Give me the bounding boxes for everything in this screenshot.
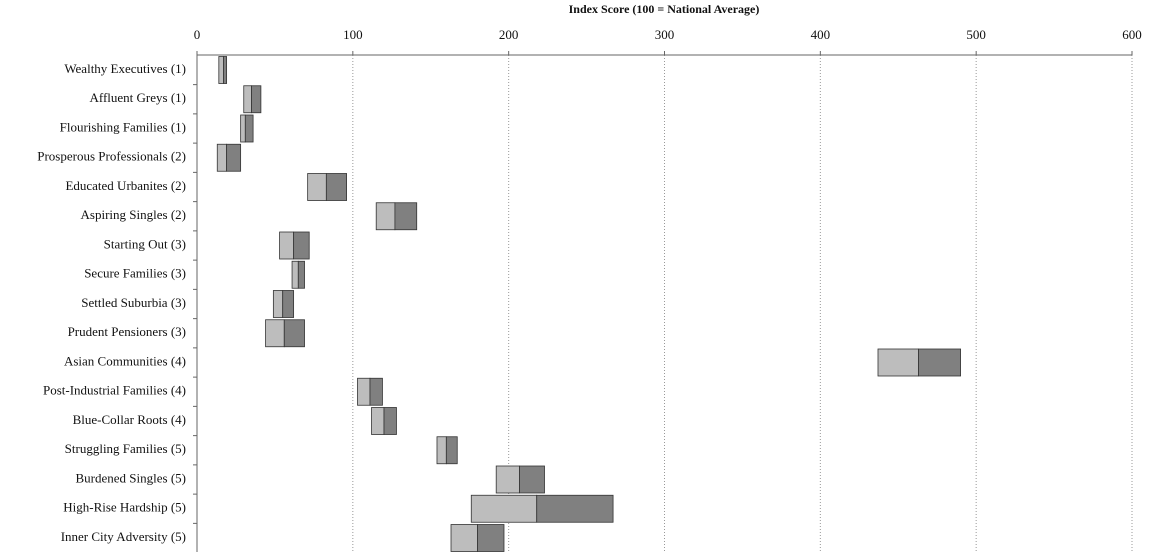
category-label: Prudent Pensioners (3): [68, 324, 186, 339]
upper-box: [293, 231, 310, 260]
lower-box: [240, 114, 246, 143]
upper-box: [283, 319, 305, 348]
category-label: Burdened Singles (5): [76, 470, 186, 485]
category-label: Settled Suburbia (3): [81, 295, 186, 310]
lower-box: [218, 56, 224, 84]
category-label: Aspiring Singles (2): [81, 207, 186, 222]
category-label: Post-Industrial Families (4): [43, 383, 186, 398]
upper-box: [282, 290, 295, 318]
upper-box: [223, 56, 228, 84]
category-label: Wealthy Executives (1): [64, 61, 186, 76]
upper-box: [477, 524, 505, 552]
lower-box: [450, 524, 478, 552]
lower-box: [265, 319, 285, 348]
lower-box: [272, 290, 284, 318]
x-axis-title: Index Score (100 = National Average): [569, 2, 760, 16]
category-label: Prosperous Professionals (2): [37, 149, 186, 164]
upper-box: [369, 377, 383, 406]
category-label: Inner City Adversity (5): [61, 529, 186, 544]
x-tick-label: 500: [966, 27, 986, 42]
x-tick-label: 400: [811, 27, 831, 42]
upper-box: [226, 143, 242, 172]
category-label: Secure Families (3): [84, 266, 186, 281]
lower-box: [375, 202, 396, 231]
x-tick-label: 200: [499, 27, 519, 42]
x-tick-label: 100: [343, 27, 363, 42]
lower-box: [243, 85, 252, 114]
category-label: Educated Urbanites (2): [65, 178, 186, 193]
category-label: Flourishing Families (1): [60, 119, 186, 134]
x-tick-label: 600: [1122, 27, 1142, 42]
lower-box: [291, 260, 299, 289]
lower-box: [470, 494, 538, 523]
lower-box: [307, 173, 327, 201]
upper-box: [244, 114, 254, 143]
lower-box: [877, 348, 919, 377]
lower-box: [216, 143, 228, 172]
upper-box: [519, 465, 545, 494]
category-label: Struggling Families (5): [65, 441, 186, 456]
lower-box: [371, 407, 385, 435]
x-tick-label: 0: [194, 27, 201, 42]
category-label: Blue-Collar Roots (4): [73, 412, 186, 427]
upper-box: [445, 436, 458, 465]
category-label: Starting Out (3): [104, 236, 186, 251]
upper-box: [394, 202, 418, 231]
category-label: High-Rise Hardship (5): [63, 500, 186, 515]
upper-box: [918, 348, 961, 377]
upper-box: [383, 407, 397, 435]
lower-box: [279, 231, 295, 260]
upper-box: [251, 85, 262, 114]
category-label: Asian Communities (4): [64, 353, 186, 368]
x-tick-label: 300: [655, 27, 675, 42]
lower-box: [357, 377, 371, 406]
category-label: Affluent Greys (1): [89, 90, 186, 105]
upper-box: [536, 494, 614, 523]
lower-box: [495, 465, 520, 494]
lower-box: [436, 436, 447, 465]
upper-box: [297, 260, 305, 289]
upper-box: [325, 173, 348, 201]
